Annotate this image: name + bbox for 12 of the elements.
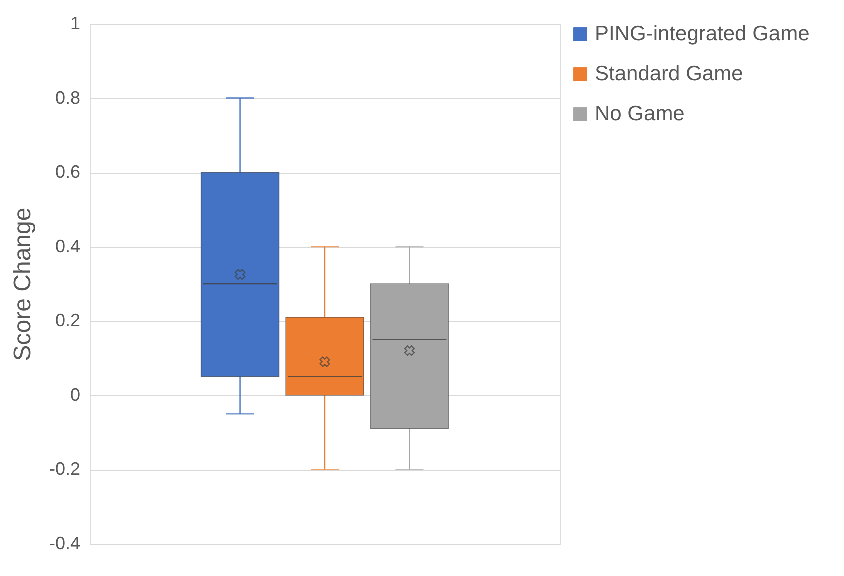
y-tick-label: 1	[70, 14, 80, 34]
y-tick-label: 0.8	[55, 88, 80, 108]
y-axis-title: Score Change	[9, 208, 36, 362]
legend-label: PING-integrated Game	[595, 22, 810, 46]
y-tick-label: -0.2	[49, 459, 80, 480]
y-tick-label: 0	[70, 384, 80, 405]
y-tick-label: -0.4	[49, 534, 80, 554]
y-tick-label: 0.6	[55, 162, 80, 182]
y-tick-label: 0.4	[55, 236, 80, 256]
y-tick-label: 0.2	[55, 310, 80, 331]
legend-label: No Game	[595, 102, 685, 126]
legend-label: Standard Game	[595, 62, 744, 86]
